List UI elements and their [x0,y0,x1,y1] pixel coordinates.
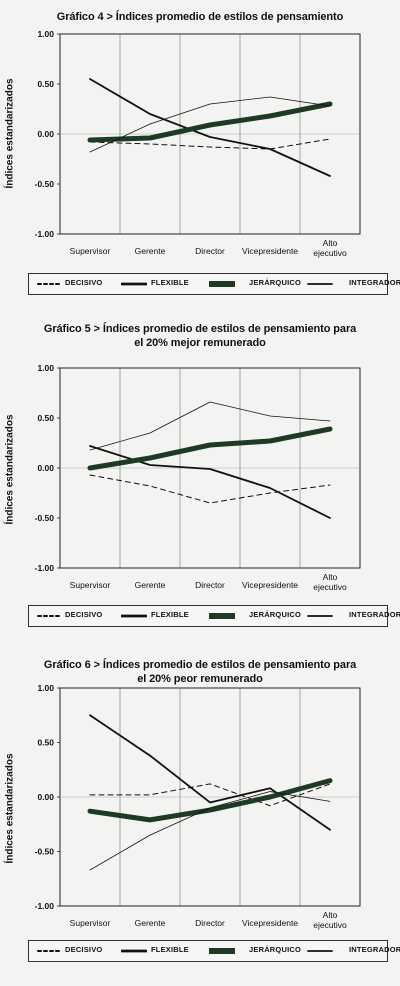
y-tick-label: -1.00 [35,229,55,239]
series-line-jerrquico [87,426,333,471]
y-tick-label: -1.00 [35,901,55,911]
series-line-jerrquico [87,101,333,143]
legend-label: FLEXIBLE [151,610,189,619]
y-tick-label: 0.50 [37,738,54,748]
y-tick-label: -0.50 [35,513,55,523]
legend-swatch [307,950,333,952]
legend-swatch [121,614,147,618]
x-tick-label: Director [195,580,225,590]
series-line-flexible [89,714,331,831]
legend-swatch [307,615,333,617]
series-line-jerrquico [87,778,333,823]
x-tick-label: Alto ejecutivo [313,910,347,930]
legend-swatch [209,613,235,619]
chart-4-legend: DECISIVO FLEXIBLE JERÁRQUICO INTEGRADOR [28,273,400,295]
legend-swatch [37,950,63,952]
legend-swatch [37,615,63,617]
y-tick-label: 1.00 [37,29,54,39]
y-tick-label: 0.00 [37,129,54,139]
x-tick-label: Gerente [135,246,166,256]
legend-label: DECISIVO [65,278,103,287]
chart-6-legend: DECISIVO FLEXIBLE JERÁRQUICO INTEGRADOR [28,940,400,962]
series-line-decisivo [89,783,331,807]
series-line-integrador [89,96,331,153]
series-line-integrador [89,791,331,871]
legend-label: FLEXIBLE [151,278,189,287]
x-tick-label: Supervisor [70,918,111,928]
legend-label: INTEGRADOR [349,945,400,954]
legend-label: JERÁRQUICO [249,278,302,287]
legend-label: JERÁRQUICO [249,945,302,954]
series-line-decisivo [89,138,331,150]
x-tick-label: Director [195,918,225,928]
chart-5-legend: DECISIVO FLEXIBLE JERÁRQUICO INTEGRADOR [28,605,400,627]
x-tick-label: Vicepresidente [242,246,298,256]
chart-6-plot: 1.00 0.50 0.00 -0.50 -1.00 Supervisor Gerente D… [35,684,361,930]
y-tick-label: 0.00 [37,463,54,473]
legend-swatch [209,948,235,954]
chart-5-title: Gráfico 5 > Índices promedio de estilos … [0,322,400,350]
x-tick-label: Vicepresidente [242,580,298,590]
chart-4-title: Gráfico 4 > Índices promedio de estilos … [56,11,344,23]
chart-5-plot: 1.00 0.50 0.00 -0.50 -1.00 Supervisor Gerente D… [35,363,361,592]
legend-label: INTEGRADOR [349,610,400,619]
chart-6-title-text: Gráfico 6 > Índices promedio de estilos … [43,659,357,685]
chart-4: Gráfico 4 > Índices promedio de estilos … [0,0,400,300]
series-line-integrador [89,401,331,451]
legend-swatch [37,283,63,285]
y-tick-label: 1.00 [37,684,54,693]
legend-swatch [121,282,147,286]
x-tick-label: Gerente [135,918,166,928]
legend-label: INTEGRADOR [349,278,400,287]
y-tick-label: 1.00 [37,363,54,373]
x-tick-label: Gerente [135,580,166,590]
x-tick-label: Director [195,246,225,256]
y-tick-label: -0.50 [35,179,55,189]
series-line-flexible [89,78,331,177]
x-tick-label: Alto ejecutivo [313,238,347,258]
y-tick-label: 0.50 [37,79,54,89]
legend-label: DECISIVO [65,610,103,619]
legend-swatch [121,949,147,953]
legend-swatch [307,283,333,285]
x-tick-label: Vicepresidente [242,918,298,928]
chart-6-title: Gráfico 6 > Índices promedio de estilos … [0,658,400,686]
legend-swatch [209,281,235,287]
chart-5-title-text: Gráfico 5 > Índices promedio de estilos … [43,323,357,349]
legend-label: DECISIVO [65,945,103,954]
series-line-decisivo [89,474,331,504]
legend-label: JERÁRQUICO [249,610,302,619]
x-tick-label: Supervisor [70,580,111,590]
chart-4-plot: 1.00 0.50 0.00 -0.50 -1.00 Supervisor Gerente D… [35,29,361,258]
y-tick-label: 0.50 [37,413,54,423]
chart-6: Gráfico 6 > Índices promedio de estilos … [0,658,400,976]
legend-label: FLEXIBLE [151,945,189,954]
x-tick-label: Alto ejecutivo [313,572,347,592]
chart-5: Gráfico 5 > Índices promedio de estilos … [0,322,400,634]
x-tick-label: Supervisor [70,246,111,256]
series-line-flexible [89,445,331,519]
y-tick-label: 0.00 [37,792,54,802]
y-tick-label: -1.00 [35,563,55,573]
y-tick-label: -0.50 [35,847,55,857]
